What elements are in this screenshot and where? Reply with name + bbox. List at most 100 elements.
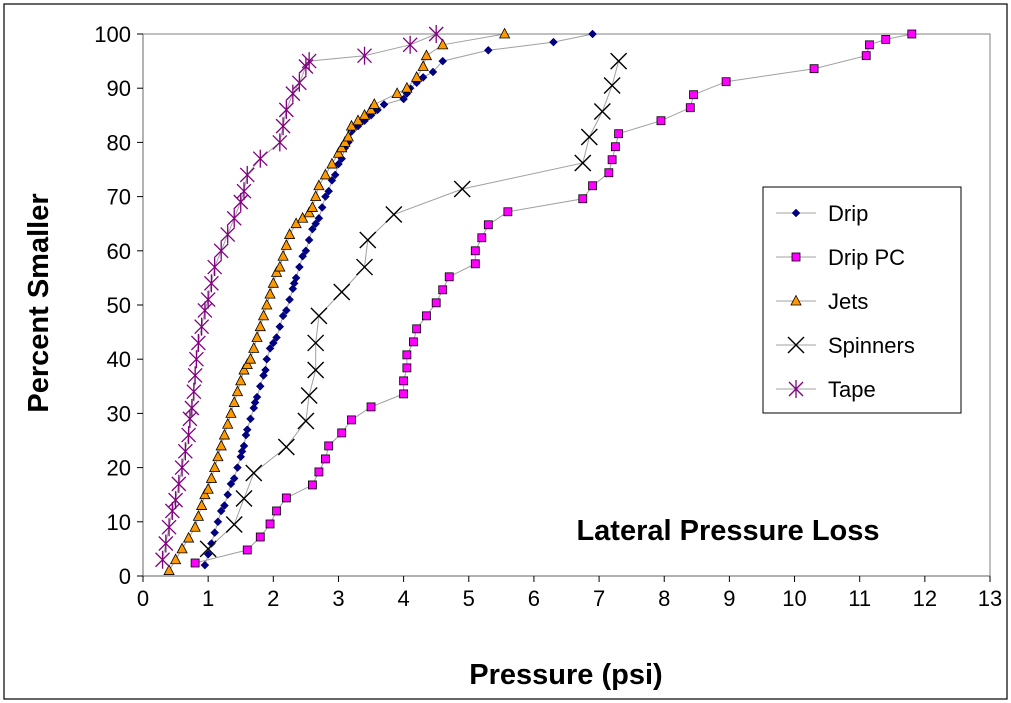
series-spinners-point [453,180,471,198]
series-drip-pc-point [347,415,356,425]
series-jets-point [225,407,237,418]
series-drip-point [281,306,291,315]
series-drip-pc-point [402,350,412,360]
x-tick-label: 4 [397,586,409,611]
series-tape-point [220,225,236,244]
legend-label-spinners: Spinners [828,333,915,358]
series-jets-point [303,206,315,218]
x-tick-label: 5 [463,586,475,611]
x-tick-label: 13 [978,586,1002,611]
y-tick-label: 10 [107,510,131,535]
x-tick-label: 10 [782,586,806,611]
legend-label-jets: Jets [828,289,868,314]
series-jets-point [205,472,218,483]
x-tick-label: 7 [593,586,605,611]
series-jets-point [251,331,263,342]
series-drip-point [268,338,278,348]
series-drip-pc [190,29,917,568]
series-jets-point [358,108,371,120]
x-tick-label: 9 [723,586,735,611]
series-tape-point [181,426,197,445]
y-tick-label: 30 [107,401,131,426]
series-jets-point [222,417,234,429]
series-spinners-point [310,307,328,325]
legend-marker-drip-pc [791,252,801,262]
series-layer [155,25,917,575]
series-jets-point [195,499,208,510]
series-tape-point [168,491,184,510]
series-drip-point [226,479,236,489]
series-drip-point [311,219,321,229]
series-jets-point [176,542,188,554]
series-drip-pc-point [444,272,454,282]
series-tape-point [188,350,204,369]
series-jets-point [332,146,345,158]
series-jets-point [401,81,413,93]
legend-item-drip: Drip [776,201,868,226]
series-drip-point [304,235,314,245]
series-jets-point [257,309,270,321]
y-tick-label: 20 [107,456,131,481]
x-tick-label: 11 [848,586,871,611]
series-jets-point [365,103,377,115]
series-drip-pc-point [656,116,666,126]
x-tick-label: 12 [913,586,937,611]
series-drip-pc-point [314,467,324,477]
series-drip-pc-point [607,155,617,165]
series-drip-point [438,56,448,66]
series-drip-pc-point [477,233,487,243]
series-drip-point [220,501,229,510]
series-drip-pc-point [438,285,448,295]
series-tape-point [171,474,187,493]
series-spinners-point [300,387,318,405]
series-jets-point [244,352,257,364]
series-jets-point [368,98,380,109]
series-drip-point [246,414,255,424]
series-spinners-point [297,412,315,430]
series-drip-pc-point [503,207,513,217]
series-spinners-point [603,76,621,94]
series-drip-pc-point [689,90,698,100]
series-jets-point [326,157,338,169]
x-tick-label: 2 [267,586,279,611]
series-drip-point [330,170,340,180]
series-tape-point [357,46,372,65]
series-tape-point [402,35,418,54]
series-tape-point [186,382,202,401]
series-drip-point [483,45,493,55]
series-drip-pc-point [865,40,874,50]
y-tick-label: 60 [107,239,131,264]
series-jets-point [277,249,289,261]
series-jets-point [235,374,247,386]
series-jets-point [283,228,296,239]
series-drip-point [285,295,294,304]
series-drip-pc-point [412,324,422,334]
series-jets-point [345,119,358,131]
series-tape-point [187,366,203,385]
series-jets-point [199,488,211,500]
series-jets-point [274,260,286,272]
series-drip-point [265,344,275,353]
series-tape-point [174,458,190,477]
series-drip-point [317,203,327,212]
series-jets-point [270,266,283,277]
series-jets-point [336,141,348,153]
series-spinners-point [307,334,325,352]
series-drip-point [229,474,239,483]
series-drip-point [203,549,213,559]
series-jets-point [163,564,175,575]
legend-item-spinners: Spinners [776,333,915,358]
series-tape-point [226,209,242,228]
series-jets-point [309,190,322,202]
series-jets-point [231,385,244,397]
series-jets-point [313,179,325,191]
series-jets-point [228,396,240,407]
series-jets-point [420,49,433,61]
y-tick-label: 50 [107,293,131,318]
legend-label-tape: Tape [828,377,876,402]
series-drip-pc-point [399,389,409,399]
series-jets-point [215,439,227,451]
series-drip-point [321,192,330,201]
series-tape-point [278,100,294,119]
series-tape-point [285,84,301,103]
